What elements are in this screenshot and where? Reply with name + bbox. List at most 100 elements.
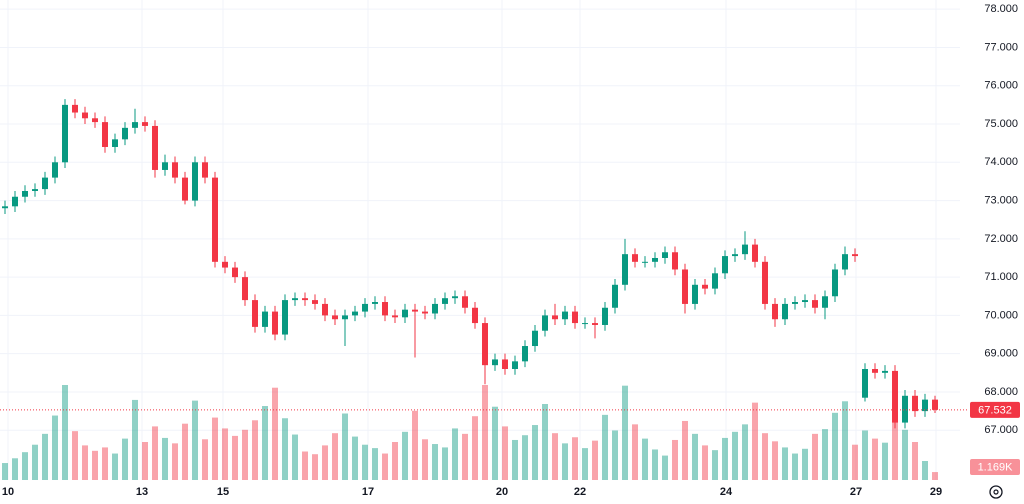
candle-body	[452, 296, 458, 299]
volume-bar	[482, 385, 488, 480]
volume-bar	[892, 413, 898, 480]
x-tick-label: 10	[2, 486, 14, 498]
last-price-label: 67.532	[978, 404, 1012, 416]
volume-bar	[262, 406, 268, 480]
settings-gear[interactable]	[989, 485, 1003, 499]
candle-body	[192, 162, 198, 201]
candle-body	[802, 300, 808, 303]
candle-body	[912, 395, 918, 412]
volume-bar	[822, 429, 828, 480]
candle-body	[882, 370, 888, 373]
candle-body	[412, 309, 418, 312]
candle-body	[782, 303, 788, 320]
candle-body	[62, 104, 68, 163]
candle-body	[862, 368, 868, 398]
volume-bar	[462, 433, 468, 480]
candle-body	[762, 261, 768, 304]
candle-body	[202, 162, 208, 178]
volume-layer	[2, 385, 938, 480]
volume-bar	[352, 436, 358, 480]
candle-body	[742, 244, 748, 255]
y-tick-label: 68.000	[984, 386, 1018, 398]
candle-body	[302, 298, 308, 301]
candle-body	[112, 139, 118, 147]
volume-bar	[292, 434, 298, 480]
x-tick-label: 17	[362, 486, 374, 498]
volume-bar	[212, 417, 218, 480]
volume-bar	[62, 385, 68, 480]
volume-bar	[592, 440, 598, 480]
y-tick-label: 70.000	[984, 309, 1018, 321]
volume-bar	[692, 433, 698, 480]
candle-body	[262, 311, 268, 327]
volume-bar	[222, 428, 228, 480]
candle-body	[462, 296, 468, 308]
volume-bar	[52, 415, 58, 480]
candle-body	[632, 254, 638, 262]
candle-body	[482, 323, 488, 366]
volume-bar	[182, 423, 188, 480]
candle-body	[752, 244, 758, 262]
candle-body	[232, 267, 238, 278]
candle-body	[432, 303, 438, 314]
candle-body	[602, 307, 608, 325]
y-tick-label: 73.000	[984, 194, 1018, 206]
volume-bar	[602, 414, 608, 480]
candle-body	[492, 359, 498, 366]
candle-body	[92, 118, 98, 123]
candle-body	[692, 284, 698, 304]
volume-bar	[562, 443, 568, 480]
volume-bar	[232, 435, 238, 480]
candle-body	[892, 370, 898, 423]
candle-body	[22, 191, 28, 197]
volume-bar	[862, 430, 868, 480]
volume-bar	[542, 404, 548, 480]
settings-gear-center[interactable]	[993, 489, 999, 495]
candle-body	[362, 303, 368, 312]
volume-bar	[322, 445, 328, 480]
y-tick-label: 75.000	[984, 118, 1018, 130]
candle-body	[572, 311, 578, 324]
volume-bar	[612, 430, 618, 480]
volume-bar	[492, 406, 498, 480]
volume-bar	[82, 445, 88, 480]
candle-body	[562, 311, 568, 320]
candle-body	[852, 254, 858, 257]
volume-bar	[22, 452, 28, 480]
candle-body	[702, 284, 708, 289]
candle-body	[142, 122, 148, 126]
candle-body	[162, 162, 168, 170]
candle-body	[182, 177, 188, 201]
candle-body	[472, 307, 478, 324]
volume-bar	[422, 439, 428, 480]
volume-bar	[782, 447, 788, 480]
candle-body	[552, 315, 558, 320]
candle-body	[642, 261, 648, 263]
volume-bar	[852, 444, 858, 480]
volume-bar	[532, 425, 538, 480]
candle-body	[82, 112, 88, 119]
y-tick-label: 71.000	[984, 271, 1018, 283]
candle-body	[932, 399, 938, 410]
volume-bar	[642, 438, 648, 480]
volume-bar	[92, 450, 98, 480]
volume-bar	[752, 402, 758, 480]
candle-body	[422, 311, 428, 314]
candle-body	[72, 104, 78, 113]
volume-bar	[712, 450, 718, 480]
candle-body	[512, 361, 518, 369]
candle-body	[242, 277, 248, 301]
candle-body	[822, 296, 828, 308]
settings-icon[interactable]	[989, 485, 1003, 499]
volume-bar	[812, 433, 818, 480]
candle-body	[832, 269, 838, 297]
y-tick-label: 78.000	[984, 3, 1018, 15]
volume-bar	[362, 444, 368, 480]
candle-body	[812, 300, 818, 308]
volume-bar	[202, 439, 208, 480]
volume-bar	[832, 412, 838, 480]
volume-bar	[282, 418, 288, 480]
candle-body	[732, 254, 738, 257]
volume-bar	[442, 447, 448, 480]
